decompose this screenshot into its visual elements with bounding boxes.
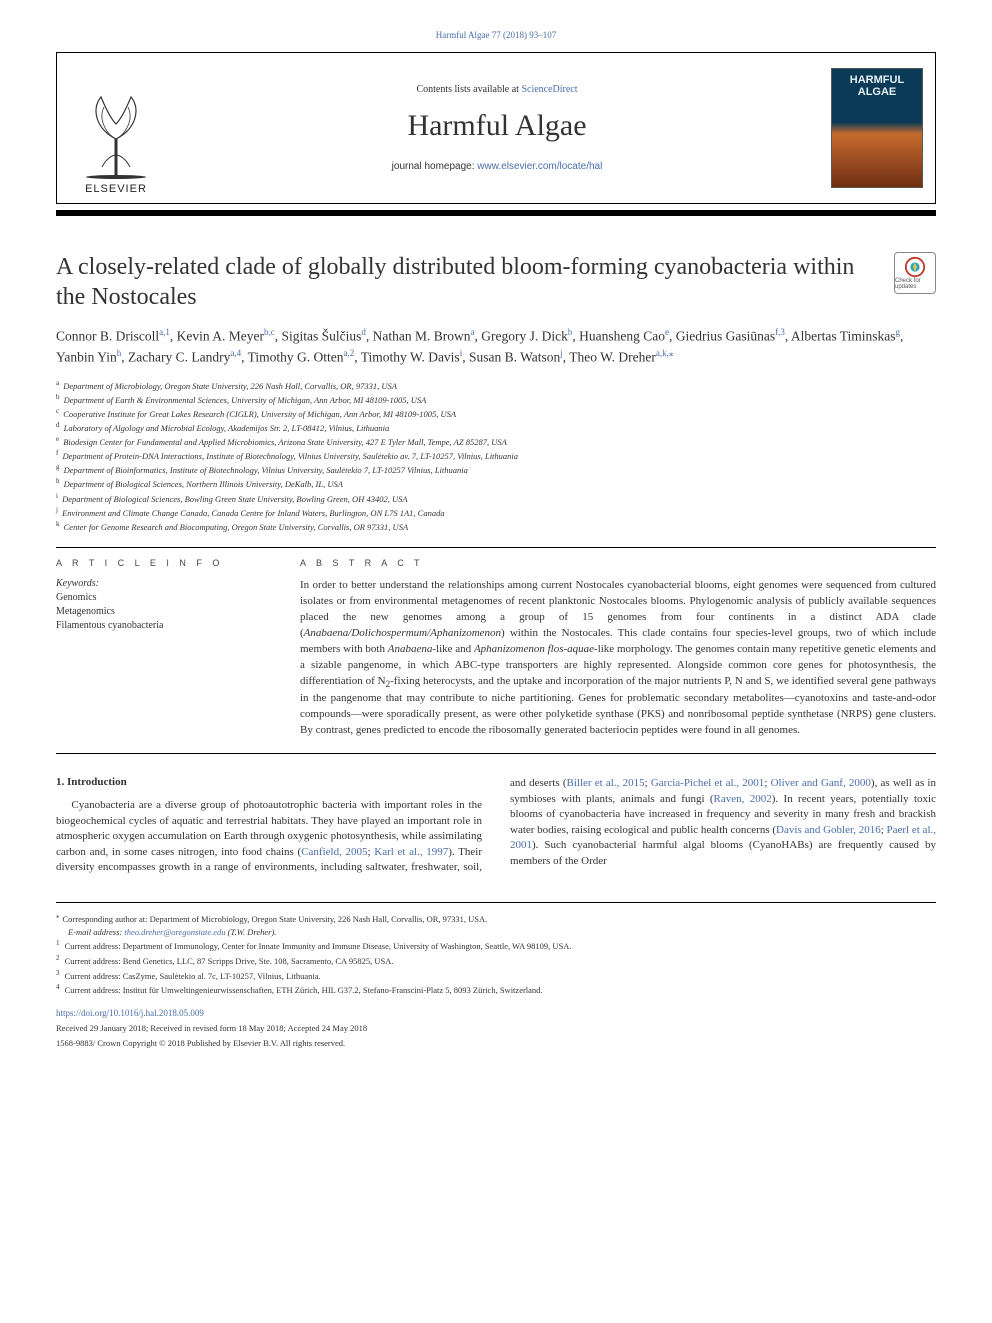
- contents-prefix: Contents lists available at: [416, 84, 521, 95]
- separator-rule-bottom: [56, 753, 936, 754]
- copyright-line: 1568-9883/ Crown Copyright © 2018 Publis…: [56, 1037, 936, 1050]
- introduction-paragraph: Cyanobacteria are a diverse group of pho…: [56, 776, 936, 876]
- publisher-logo-box: ELSEVIER: [57, 53, 175, 203]
- running-head-citation: Harmful Algae 77 (2018) 93–107: [56, 30, 936, 40]
- doi-line: https://doi.org/10.1016/j.hal.2018.05.00…: [56, 1007, 936, 1021]
- journal-cover-image: HARMFUL ALGAE: [831, 68, 923, 188]
- affiliation-item: i Department of Biological Sciences, Bow…: [56, 491, 936, 505]
- article-info-label: A R T I C L E I N F O: [56, 558, 266, 568]
- journal-title: Harmful Algae: [407, 109, 586, 143]
- affiliation-item: k Center for Genome Research and Biocomp…: [56, 519, 936, 533]
- affiliation-item: j Environment and Climate Change Canada,…: [56, 505, 936, 519]
- abstract-label: A B S T R A C T: [300, 558, 936, 568]
- check-for-updates-badge[interactable]: Check for updates: [894, 252, 936, 294]
- keywords-list: GenomicsMetagenomicsFilamentous cyanobac…: [56, 591, 266, 633]
- email-label: E-mail address:: [68, 927, 124, 937]
- journal-cover-box: HARMFUL ALGAE: [819, 53, 935, 203]
- footnote-item: 1 Current address: Department of Immunol…: [56, 938, 936, 953]
- corresponding-text: Corresponding author at: Department of M…: [63, 914, 488, 924]
- footnote-item: 4 Current address: Institut für Umweltin…: [56, 982, 936, 997]
- keyword-item: Filamentous cyanobacteria: [56, 619, 266, 633]
- journal-homepage-link[interactable]: www.elsevier.com/locate/hal: [477, 161, 602, 172]
- corresponding-author-note: ⁎Corresponding author at: Department of …: [56, 911, 936, 926]
- corresponding-email-link[interactable]: theo.dreher@oregonstate.edu: [124, 927, 225, 937]
- banner-underline-bar: [56, 210, 936, 216]
- abstract-column: A B S T R A C T In order to better under…: [300, 558, 936, 739]
- contents-available-line: Contents lists available at ScienceDirec…: [416, 84, 577, 95]
- affiliation-item: h Department of Biological Sciences, Nor…: [56, 476, 936, 490]
- update-badge-label: Check for updates: [895, 278, 935, 290]
- keyword-item: Metagenomics: [56, 605, 266, 619]
- elsevier-tree-icon: [76, 89, 156, 179]
- affiliation-list: a Department of Microbiology, Oregon Sta…: [56, 378, 936, 534]
- footnote-item: 3 Current address: CasZyme, Saulėtekio a…: [56, 968, 936, 983]
- article-info-column: A R T I C L E I N F O Keywords: Genomics…: [56, 558, 266, 739]
- sciencedirect-link[interactable]: ScienceDirect: [521, 84, 577, 95]
- affiliation-item: b Department of Earth & Environmental Sc…: [56, 392, 936, 406]
- email-suffix: (T.W. Dreher).: [226, 927, 277, 937]
- journal-homepage-line: journal homepage: www.elsevier.com/locat…: [392, 161, 603, 172]
- affiliation-item: g Department of Bioinformatics, Institut…: [56, 462, 936, 476]
- keywords-heading: Keywords:: [56, 578, 266, 589]
- abstract-text: In order to better understand the relati…: [300, 578, 936, 739]
- affiliation-item: d Laboratory of Algology and Microbial E…: [56, 420, 936, 434]
- cover-line2: ALGAE: [858, 86, 897, 98]
- footnote-item: 2 Current address: Bend Genetics, LLC, 8…: [56, 953, 936, 968]
- keyword-item: Genomics: [56, 591, 266, 605]
- email-line: E-mail address: theo.dreher@oregonstate.…: [56, 926, 936, 939]
- cover-line1: HARMFUL: [850, 74, 904, 86]
- separator-rule-top: [56, 547, 936, 548]
- affiliation-item: e Biodesign Center for Fundamental and A…: [56, 434, 936, 448]
- crossmark-icon: [904, 256, 926, 278]
- article-title: A closely-related clade of globally dist…: [56, 252, 884, 312]
- footnotes-block: ⁎Corresponding author at: Department of …: [56, 902, 936, 1050]
- banner-center: Contents lists available at ScienceDirec…: [175, 53, 819, 203]
- running-head-link[interactable]: Harmful Algae 77 (2018) 93–107: [436, 30, 556, 40]
- affiliation-item: a Department of Microbiology, Oregon Sta…: [56, 378, 936, 392]
- affiliation-item: f Department of Protein-DNA Interactions…: [56, 448, 936, 462]
- author-list: Connor B. Driscolla,1, Kevin A. Meyerb,c…: [56, 326, 936, 368]
- affiliation-item: c Cooperative Institute for Great Lakes …: [56, 406, 936, 420]
- article-history: Received 29 January 2018; Received in re…: [56, 1022, 936, 1035]
- introduction-heading: 1. Introduction: [56, 776, 482, 788]
- doi-link[interactable]: https://doi.org/10.1016/j.hal.2018.05.00…: [56, 1008, 204, 1018]
- publisher-label: ELSEVIER: [85, 183, 147, 195]
- homepage-prefix: journal homepage:: [392, 161, 478, 172]
- journal-banner: ELSEVIER Contents lists available at Sci…: [56, 52, 936, 204]
- body-two-column: 1. Introduction Cyanobacteria are a dive…: [56, 776, 936, 876]
